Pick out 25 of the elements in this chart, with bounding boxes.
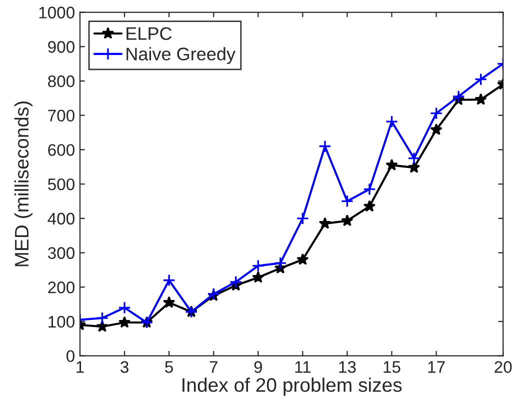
y-tick-label: 500 [48, 178, 74, 190]
x-tick-label: 3 [120, 361, 128, 373]
y-tick-label: 100 [48, 316, 74, 328]
x-tick-label: 1 [76, 361, 84, 373]
x-axis-title: Index of 20 problem sizes [182, 378, 402, 396]
x-tick-label: 20 [494, 361, 512, 373]
legend-label: Naive Greedy [126, 47, 236, 64]
y-tick-label: 0 [66, 350, 74, 362]
x-tick-label: 11 [295, 361, 311, 373]
x-tick-label: 5 [165, 361, 173, 373]
legend-label: ELPC [126, 27, 172, 40]
x-tick-label: 17 [428, 361, 445, 373]
y-tick-label: 300 [48, 247, 74, 259]
x-tick-label: 13 [339, 361, 356, 373]
x-tick-label: 15 [384, 361, 400, 373]
y-tick-label: 1000 [39, 6, 74, 18]
y-axis-title: MED (milliseconds) [14, 102, 32, 266]
y-tick-label: 200 [48, 282, 74, 294]
y-tick-label: 700 [48, 110, 74, 122]
y-tick-label: 800 [48, 75, 74, 88]
y-tick-label: 400 [48, 212, 74, 225]
x-tick-label: 9 [254, 361, 262, 373]
x-tick-label: 7 [210, 361, 218, 373]
y-tick-label: 600 [48, 144, 74, 156]
y-tick-label: 900 [48, 41, 74, 53]
